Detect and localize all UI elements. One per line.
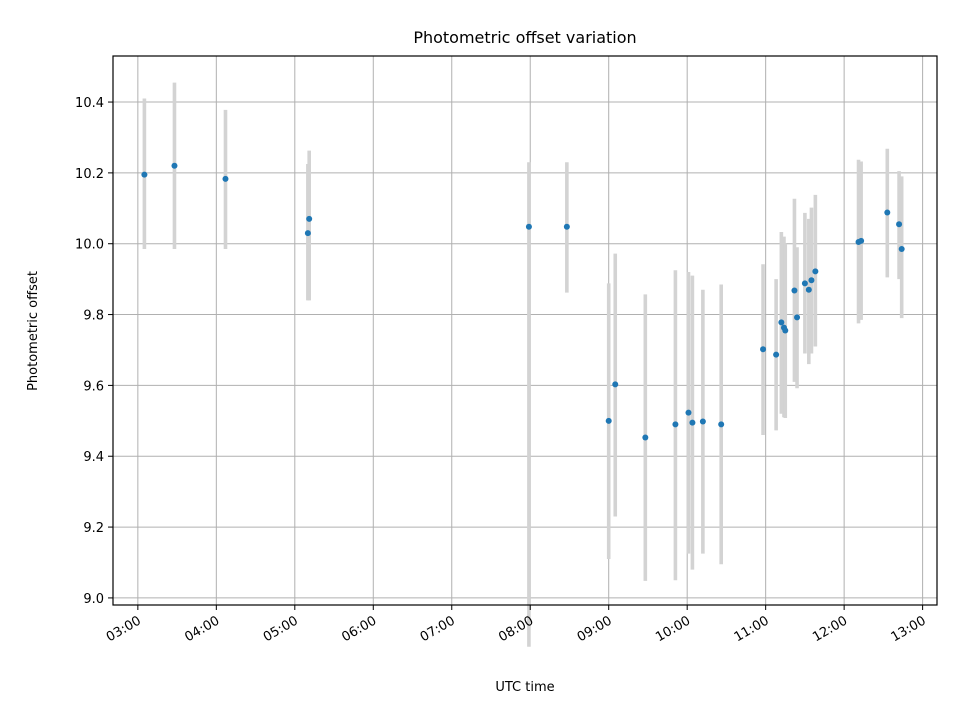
y-tick-label: 10.2 [75,167,104,182]
point-layer [141,162,905,441]
data-point [794,314,801,321]
y-tick-label: 9.2 [83,521,104,536]
data-point [760,346,767,353]
data-point [689,419,696,426]
y-tick-label: 10.4 [75,96,104,111]
chart-title: Photometric offset variation [413,28,636,47]
y-tick-label: 9.8 [83,309,104,324]
data-point [685,409,692,416]
data-point [306,215,313,222]
y-tick-label: 9.6 [83,379,104,394]
data-point [563,223,570,230]
data-point [699,418,706,425]
y-tick-label: 9.4 [83,450,104,465]
data-point [612,381,619,388]
y-tick-label: 9.0 [83,592,104,607]
plot-frame [112,55,938,606]
x-axis-label: UTC time [495,680,554,695]
data-point [304,230,311,237]
x-tick-label: 13:00 [889,613,929,645]
data-point [791,287,798,294]
grid-layer [113,56,937,605]
data-point [773,351,780,358]
data-point [884,209,891,216]
tick-layer: 03:00 04:00 05:00 06:00 07:00 08:00 09:00 10:00… [75,96,929,645]
x-tick-label: 05:00 [261,613,301,645]
data-point [222,175,229,182]
x-tick-label: 09:00 [575,613,615,645]
data-point [778,319,785,326]
data-point [858,237,865,244]
data-point [896,221,903,228]
x-tick-label: 03:00 [104,613,144,645]
y-axis-label: Photometric offset [26,271,41,391]
data-point [898,246,905,253]
data-point [782,327,789,334]
x-tick-label: 12:00 [810,613,850,645]
data-point [525,223,532,230]
data-point [718,421,725,428]
x-tick-label: 10:00 [653,613,693,645]
errorbar-layer [142,82,904,647]
x-tick-label: 07:00 [418,613,458,645]
data-point [808,277,815,284]
y-tick-label: 10.0 [75,238,104,253]
x-tick-label: 11:00 [732,613,772,645]
data-point [141,171,148,178]
data-point [805,286,812,293]
data-point [672,421,679,428]
data-point [801,280,808,287]
data-point [812,268,819,275]
x-tick-label: 06:00 [339,613,379,645]
data-point [605,417,612,424]
x-tick-label: 04:00 [182,613,222,645]
data-point [642,434,649,441]
data-point [171,162,178,169]
